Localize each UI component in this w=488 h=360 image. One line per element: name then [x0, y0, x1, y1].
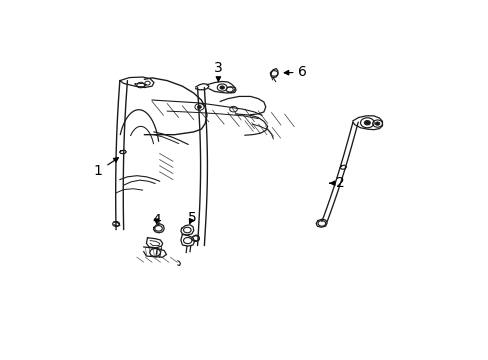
Text: 2: 2: [329, 176, 344, 190]
Text: 6: 6: [284, 65, 307, 79]
Text: 5: 5: [187, 211, 196, 225]
Text: 3: 3: [214, 61, 223, 81]
Circle shape: [197, 105, 201, 108]
Text: 1: 1: [94, 158, 118, 178]
Circle shape: [220, 86, 224, 89]
Text: 4: 4: [152, 213, 161, 227]
Circle shape: [374, 122, 379, 125]
Circle shape: [364, 121, 369, 125]
